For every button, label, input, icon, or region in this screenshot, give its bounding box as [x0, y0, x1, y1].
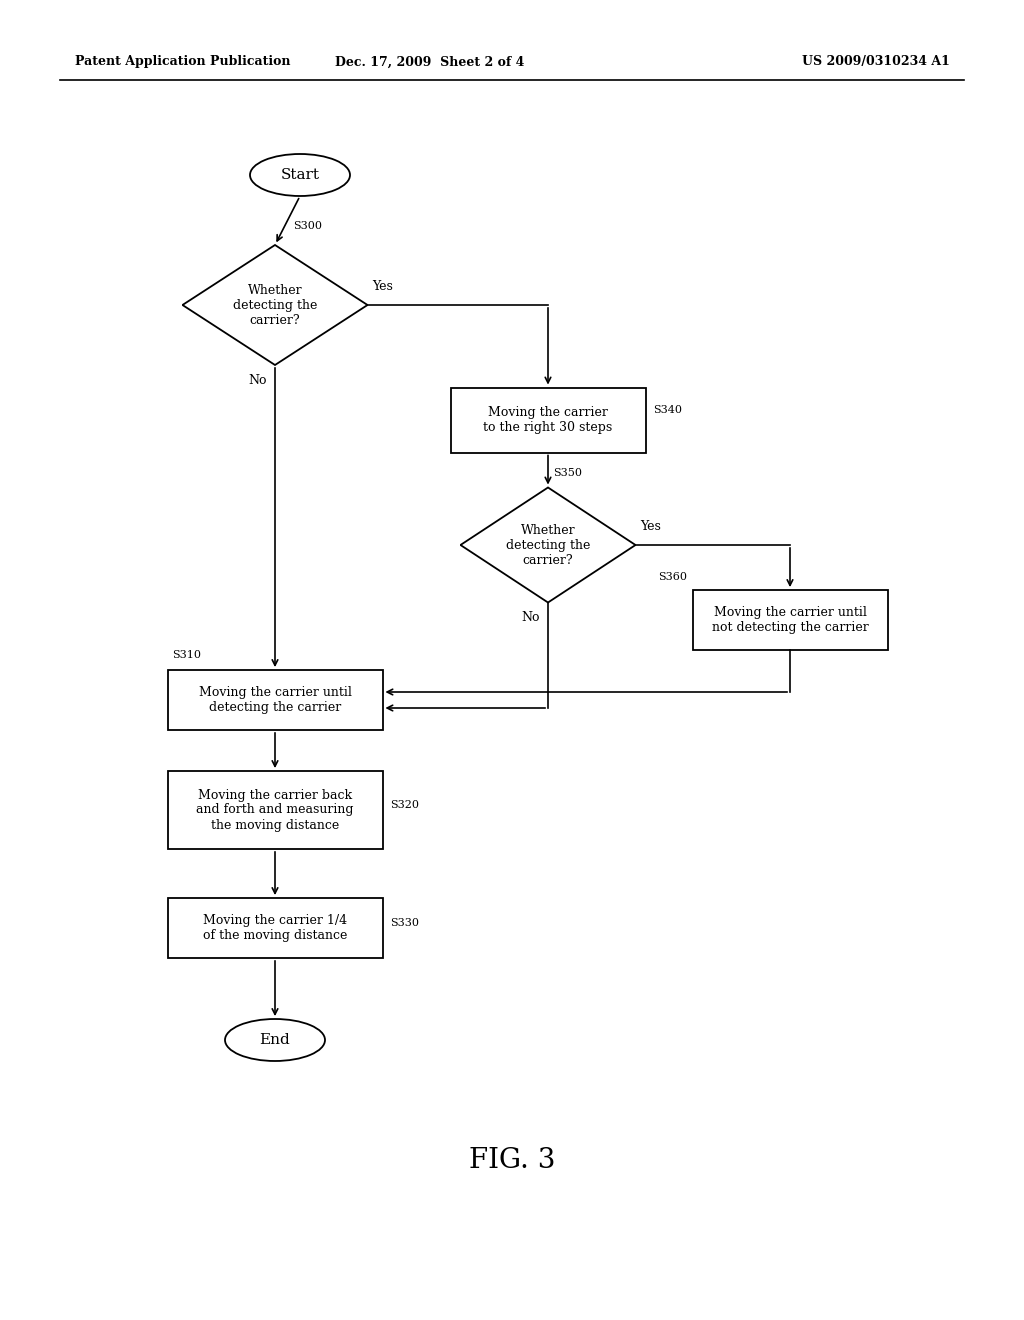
Text: S330: S330	[390, 917, 420, 928]
Text: Moving the carrier until
not detecting the carrier: Moving the carrier until not detecting t…	[712, 606, 868, 634]
Bar	[168, 771, 383, 849]
Text: S320: S320	[390, 800, 420, 810]
Text: Patent Application Publication: Patent Application Publication	[75, 55, 291, 69]
Text: S360: S360	[658, 572, 687, 582]
Text: Moving the carrier 1/4
of the moving distance: Moving the carrier 1/4 of the moving dis…	[203, 913, 347, 942]
Bar	[168, 898, 383, 958]
Text: S340: S340	[653, 405, 683, 414]
Text: Whether
detecting the
carrier?: Whether detecting the carrier?	[232, 284, 317, 326]
Text: Whether
detecting the
carrier?: Whether detecting the carrier?	[506, 524, 590, 566]
Text: Yes: Yes	[373, 280, 393, 293]
Text: US 2009/0310234 A1: US 2009/0310234 A1	[802, 55, 950, 69]
Text: FIG. 3: FIG. 3	[469, 1147, 555, 1173]
Text: S350: S350	[553, 467, 582, 478]
Polygon shape	[461, 487, 636, 602]
Bar	[692, 590, 888, 649]
Text: No: No	[521, 611, 540, 624]
Bar	[451, 388, 645, 453]
Bar	[168, 671, 383, 730]
Text: End: End	[260, 1034, 291, 1047]
Text: Moving the carrier back
and forth and measuring
the moving distance: Moving the carrier back and forth and me…	[197, 788, 353, 832]
Polygon shape	[182, 246, 368, 366]
Text: No: No	[249, 374, 267, 387]
Text: S310: S310	[172, 649, 202, 660]
Text: S300: S300	[293, 220, 322, 231]
Text: Dec. 17, 2009  Sheet 2 of 4: Dec. 17, 2009 Sheet 2 of 4	[335, 55, 524, 69]
Text: Start: Start	[281, 168, 319, 182]
Text: Moving the carrier
to the right 30 steps: Moving the carrier to the right 30 steps	[483, 407, 612, 434]
Text: Moving the carrier until
detecting the carrier: Moving the carrier until detecting the c…	[199, 686, 351, 714]
Text: Yes: Yes	[640, 520, 662, 533]
